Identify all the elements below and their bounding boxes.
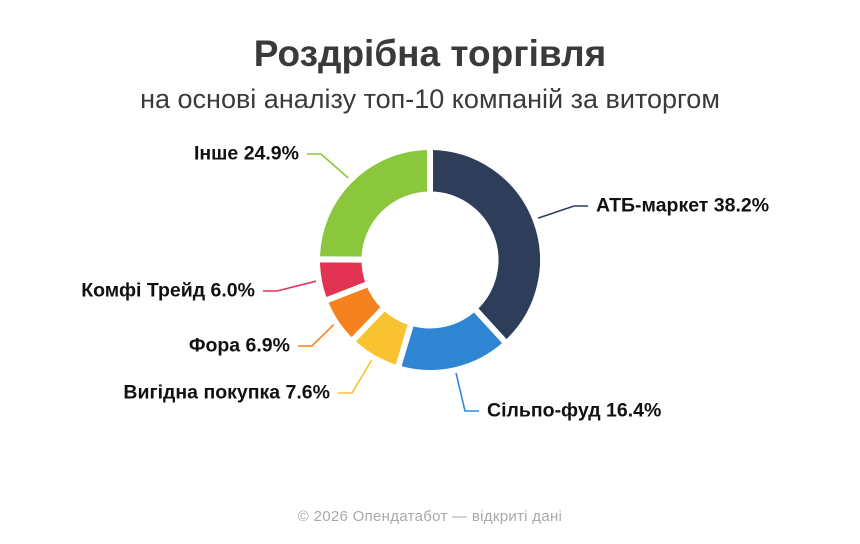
slice-label-fora: Фора 6.9% [188,334,290,357]
donut-segment-atb-market[interactable] [427,144,546,347]
chart-title: Роздрібна торгівля [253,33,607,74]
slice-label-inshe: Інше 24.9% [193,142,299,165]
slice-label-atb-market: АТБ-маркет 38.2% [596,194,770,217]
leader-line-vyhidna-pokupka [338,358,374,394]
leader-line-atb-market [536,205,588,220]
leader-line-komfi-treid [263,279,319,292]
slice-label-silpo-fud: Сільпо-фуд 16.4% [487,399,662,422]
leader-line-silpo-fud [454,370,479,412]
chart-subtitle: на основі аналізу топ-10 компаній за вит… [140,84,720,114]
footer-credit: © 2026 Опендатабот — відкриті дані [297,508,563,525]
donut-segment-inshe[interactable] [314,144,433,263]
leader-line-fora [298,322,336,347]
leader-line-inshe [307,153,351,180]
slice-label-vyhidna-pokupka: Вигідна покупка 7.6% [123,381,330,404]
slice-label-komfi-treid: Комфі Трейд 6.0% [81,279,255,302]
